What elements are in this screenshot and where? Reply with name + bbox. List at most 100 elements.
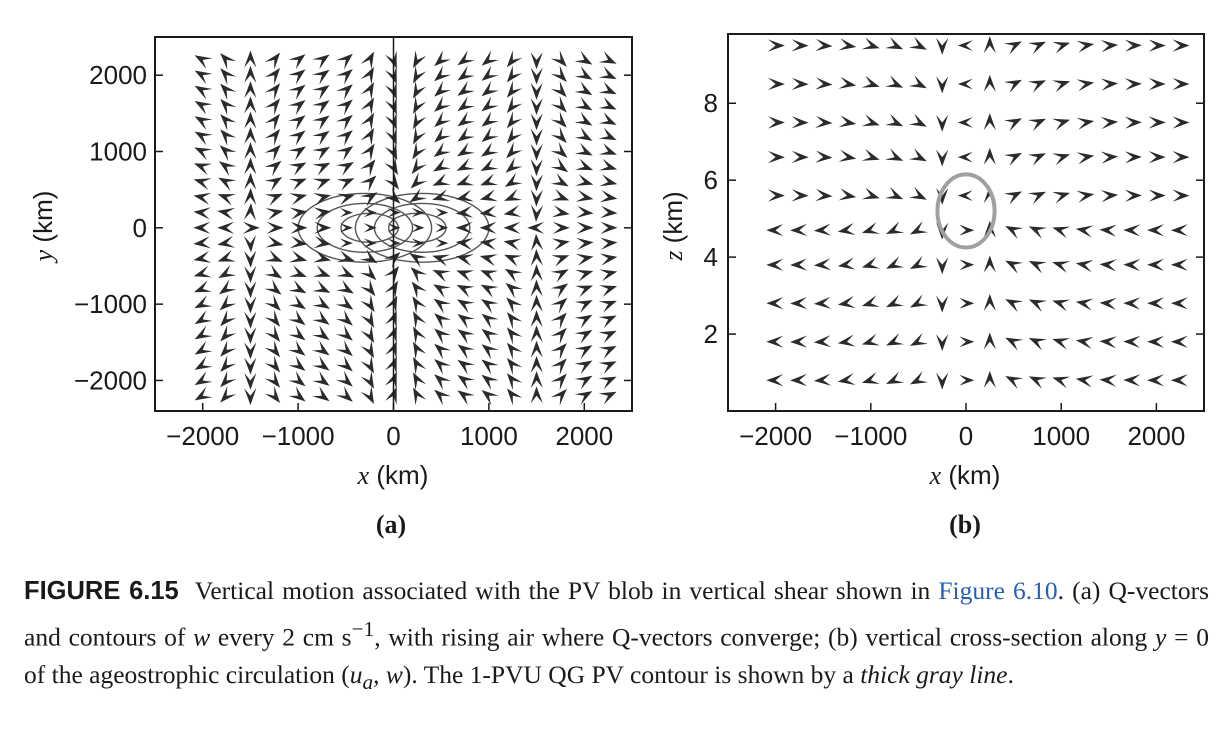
q-vector — [506, 373, 523, 391]
q-vector — [217, 235, 236, 248]
q-vector — [530, 279, 543, 297]
q-vector — [433, 142, 451, 157]
q-vector — [244, 81, 257, 99]
q-vector — [220, 114, 237, 131]
q-vector — [312, 310, 330, 325]
ageostrophic-vector — [1170, 224, 1188, 237]
ageostrophic-vector — [957, 40, 973, 51]
figure-canvas: −2000 −1000 0 1000 2000 200010000−1000−2000 … — [28, 33, 1205, 539]
figure-reference-link[interactable]: Figure 6.10 — [938, 576, 1058, 605]
q-vector — [244, 296, 257, 314]
q-vector — [244, 372, 257, 390]
q-vector — [530, 67, 543, 85]
q-vector — [288, 162, 307, 176]
ageostrophic-vector — [1147, 258, 1165, 271]
ageostrophic-vector — [1075, 336, 1094, 349]
q-vector — [505, 157, 523, 173]
q-vector — [336, 162, 354, 176]
q-vector — [413, 126, 427, 145]
ageostrophic-vector — [1100, 151, 1119, 164]
ageostrophic-vector — [791, 189, 809, 202]
ageostrophic-vector — [1052, 299, 1071, 312]
ageostrophic-vector — [1148, 116, 1166, 129]
q-vector — [312, 178, 331, 191]
q-vector — [360, 325, 374, 343]
q-vector — [193, 250, 212, 263]
q-vector — [455, 237, 474, 251]
q-vector — [288, 279, 307, 294]
q-vector — [288, 84, 306, 100]
q-vector — [457, 390, 475, 406]
q-vector — [244, 342, 257, 360]
ageostrophic-vector — [1027, 41, 1046, 55]
ageostrophic-vector — [1172, 151, 1190, 164]
q-vector — [503, 221, 521, 234]
q-vector — [264, 279, 282, 295]
q-vector — [336, 386, 353, 402]
q-vector — [339, 223, 353, 233]
q-vector — [314, 221, 332, 234]
q-vector — [457, 65, 475, 81]
ageostrophic-vector — [1028, 338, 1047, 351]
q-vector — [574, 96, 593, 111]
q-vector — [552, 221, 570, 234]
q-vector — [336, 84, 353, 101]
x-tick-label: 1000 — [460, 421, 518, 451]
z-tick-label: 2 — [704, 319, 718, 349]
q-vector — [457, 375, 475, 390]
y-tick-label: 1000 — [89, 136, 147, 166]
ageostrophic-vector — [908, 148, 927, 162]
q-vector — [385, 371, 397, 390]
q-vector — [480, 173, 499, 186]
q-vector — [530, 82, 543, 100]
q-vector — [194, 386, 213, 401]
q-vector — [336, 340, 353, 357]
z-tick-label: 4 — [704, 242, 718, 272]
q-vector — [598, 81, 617, 95]
q-vector — [550, 80, 567, 98]
ageostrophic-vector — [1172, 189, 1190, 202]
q-vector — [288, 100, 306, 116]
ageostrophic-vector — [861, 372, 880, 384]
ageostrophic-vector — [983, 293, 996, 311]
ageostrophic-vector — [1100, 190, 1119, 203]
ageostrophic-vector — [886, 294, 905, 308]
ageostrophic-vector — [1170, 335, 1188, 348]
q-vector — [480, 270, 499, 283]
q-vector — [244, 281, 257, 299]
ageostrophic-vector — [1123, 374, 1141, 387]
q-vector — [264, 129, 281, 146]
q-vector — [574, 142, 593, 156]
ageostrophic-vector — [791, 39, 809, 52]
q-vector — [218, 264, 237, 278]
q-vector — [434, 111, 451, 128]
q-vector — [385, 325, 397, 344]
q-vector — [550, 343, 567, 360]
ageostrophic-vector — [813, 335, 832, 348]
q-vector — [360, 309, 374, 328]
q-vector — [411, 238, 425, 248]
ageostrophic-vector — [957, 151, 973, 163]
q-vector — [194, 116, 213, 131]
q-vector — [313, 193, 331, 205]
ageostrophic-vector — [813, 258, 832, 271]
caption-part-4: = 0 of the ageostrophic circulation ( — [24, 622, 1209, 689]
q-vector — [456, 284, 475, 298]
ageostrophic-vector — [1123, 335, 1141, 348]
ageostrophic-vector — [813, 373, 832, 386]
ageostrophic-vector — [1004, 152, 1022, 166]
q-vector — [550, 50, 567, 67]
q-vector — [598, 300, 617, 313]
ageostrophic-vector — [1123, 297, 1141, 310]
y-tick-label: −2000 — [74, 365, 147, 395]
q-vector — [413, 80, 427, 99]
q-vector — [550, 141, 568, 158]
ageostrophic-vector — [1076, 40, 1095, 53]
q-vector — [193, 236, 211, 249]
w-contour — [316, 202, 414, 253]
q-vector — [264, 309, 281, 327]
q-vector — [194, 310, 213, 325]
q-vector — [288, 294, 306, 310]
ageostrophic-vector — [861, 333, 880, 346]
q-vector — [194, 295, 213, 309]
